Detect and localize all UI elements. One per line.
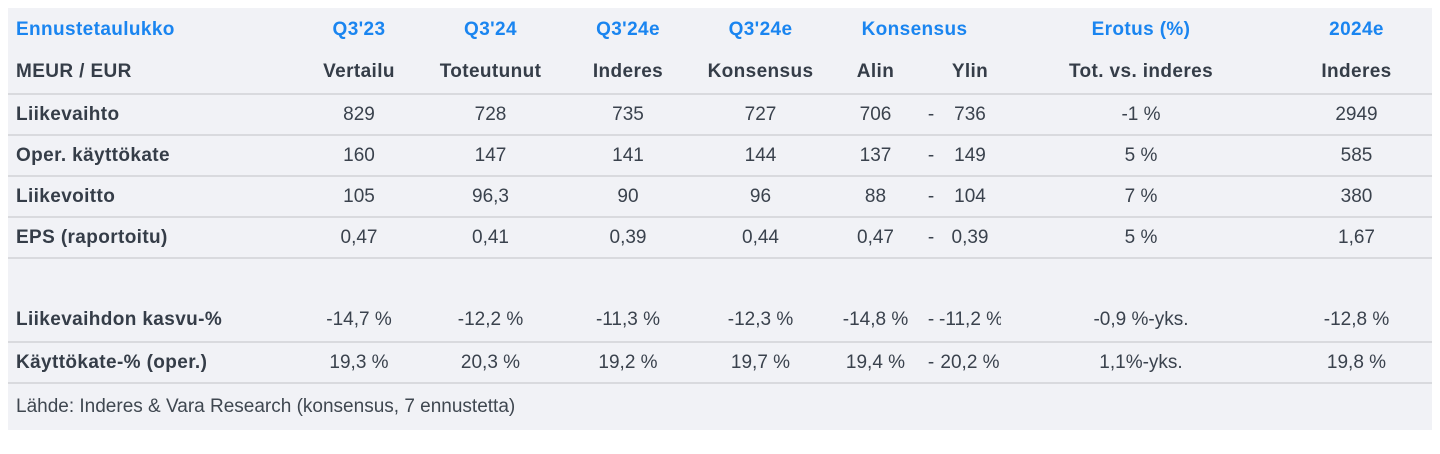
- col-header-tot-vs-inderes: Tot. vs. inderes: [1068, 61, 1214, 82]
- table-container: Ennustetaulukko Q3'23 Q3'24 Q3'24e Q3'24…: [8, 8, 1432, 430]
- cell-2024e: 1,67: [1281, 216, 1432, 258]
- col-group-erotus: Erotus (%): [1091, 18, 1191, 40]
- cell-inderes: 735: [563, 93, 693, 135]
- col-group-q324e-inderes: Q3'24e: [596, 18, 660, 40]
- source-row: Lähde: Inderes & Vara Research (konsensu…: [8, 382, 1432, 430]
- cell-vertailu: 160: [300, 134, 418, 176]
- header-sub-row: MEUR / EUR Vertailu Toteutunut Inderes K…: [8, 51, 1432, 94]
- col-header-inderes: Inderes: [592, 61, 664, 82]
- col-group-konsensus: Konsensus: [861, 18, 968, 40]
- cell-toteutunut: 147: [418, 134, 563, 176]
- cell-2024e: 380: [1281, 175, 1432, 217]
- cell-vertailu: 0,47: [300, 216, 418, 258]
- source-note: Lähde: Inderes & Vara Research (konsensu…: [8, 382, 1432, 430]
- col-header-alin: Alin: [856, 61, 895, 82]
- cell-inderes: -11,3 %: [595, 309, 661, 330]
- header-group-row: Ennustetaulukko Q3'23 Q3'24 Q3'24e Q3'24…: [8, 8, 1432, 51]
- cell-ylin: 736: [939, 93, 1001, 135]
- cell-konsensus: 727: [693, 93, 828, 135]
- cell-erotus: 5 %: [1001, 216, 1281, 258]
- spacer-cell: [8, 257, 1432, 299]
- cell-inderes: 141: [563, 134, 693, 176]
- row-label: Liikevaihto: [8, 93, 300, 135]
- range-dash: -: [923, 341, 939, 383]
- unit-label: MEUR / EUR: [16, 61, 132, 82]
- cell-ylin: -11,2 %: [939, 309, 1001, 330]
- cell-alin: 706: [828, 93, 923, 135]
- cell-konsensus: 19,7 %: [693, 341, 828, 383]
- cell-erotus: 5 %: [1001, 134, 1281, 176]
- cell-toteutunut: 96,3: [418, 175, 563, 217]
- cell-2024e: 19,8 %: [1281, 341, 1432, 383]
- cell-konsensus: 0,44: [693, 216, 828, 258]
- table-row-eps: EPS (raportoitu) 0,47 0,41 0,39 0,44 0,4…: [8, 216, 1432, 258]
- cell-2024e: -12,8 %: [1323, 309, 1390, 330]
- cell-toteutunut: 20,3 %: [418, 341, 563, 383]
- row-label: Liikevoitto: [8, 175, 300, 217]
- range-dash: -: [923, 93, 939, 135]
- table-row-kayttokate-pct: Käyttökate-% (oper.) 19,3 % 20,3 % 19,2 …: [8, 341, 1432, 383]
- cell-erotus: -1 %: [1001, 93, 1281, 135]
- cell-alin: -14,8 %: [842, 309, 909, 330]
- cell-ylin: 104: [939, 175, 1001, 217]
- cell-vertailu: 19,3 %: [300, 341, 418, 383]
- cell-ylin: 149: [939, 134, 1001, 176]
- range-dash: -: [923, 216, 939, 258]
- cell-alin: 88: [828, 175, 923, 217]
- cell-2024e: 585: [1281, 134, 1432, 176]
- cell-inderes: 19,2 %: [563, 341, 693, 383]
- range-dash: -: [923, 175, 939, 217]
- cell-ylin: 0,39: [939, 216, 1001, 258]
- table-row-liikevaihto: Liikevaihto 829 728 735 727 706 - 736 -1…: [8, 93, 1432, 135]
- cell-konsensus: 96: [693, 175, 828, 217]
- cell-toteutunut: 728: [418, 93, 563, 135]
- cell-inderes: 90: [563, 175, 693, 217]
- cell-vertailu: -14,7 %: [326, 309, 392, 330]
- cell-vertailu: 105: [300, 175, 418, 217]
- col-header-vertailu: Vertailu: [323, 61, 395, 82]
- table-row-liikevoitto: Liikevoitto 105 96,3 90 96 88 - 104 7 % …: [8, 175, 1432, 217]
- cell-toteutunut: 0,41: [418, 216, 563, 258]
- col-header-toteutunut: Toteutunut: [439, 61, 542, 82]
- col-group-q324e-konsensus: Q3'24e: [728, 18, 793, 40]
- table-row-oper-kayttokate: Oper. käyttökate 160 147 141 144 137 - 1…: [8, 134, 1432, 176]
- col-group-2024e: 2024e: [1329, 18, 1384, 40]
- range-dash-spacer: [923, 51, 939, 94]
- forecast-table: Ennustetaulukko Q3'23 Q3'24 Q3'24e Q3'24…: [8, 8, 1432, 430]
- cell-alin: 19,4 %: [828, 341, 923, 383]
- table-row-liikevaihdon-kasvu: Liikevaihdon kasvu-% -14,7 % -12,2 % -11…: [8, 299, 1432, 342]
- cell-erotus: 1,1%-yks.: [1001, 341, 1281, 383]
- cell-ylin: 20,2 %: [939, 341, 1001, 383]
- spacer-row: [8, 257, 1432, 299]
- table-title: Ennustetaulukko: [16, 18, 175, 40]
- cell-konsensus: 144: [693, 134, 828, 176]
- range-dash: -: [923, 134, 939, 176]
- col-header-inderes-2024e: Inderes: [1321, 61, 1392, 82]
- col-header-konsensus: Konsensus: [707, 61, 814, 82]
- cell-erotus: 7 %: [1001, 175, 1281, 217]
- row-label: Oper. käyttökate: [8, 134, 300, 176]
- cell-konsensus: -12,3 %: [727, 309, 794, 330]
- cell-erotus: -0,9 %-yks.: [1093, 309, 1189, 330]
- cell-vertailu: 829: [300, 93, 418, 135]
- cell-alin: 0,47: [828, 216, 923, 258]
- cell-inderes: 0,39: [563, 216, 693, 258]
- col-group-q323: Q3'23: [332, 18, 386, 40]
- col-header-ylin: Ylin: [951, 61, 989, 82]
- cell-2024e: 2949: [1281, 93, 1432, 135]
- col-group-q324: Q3'24: [464, 18, 517, 40]
- row-label: Käyttökate-% (oper.): [8, 341, 300, 383]
- row-label: EPS (raportoitu): [8, 216, 300, 258]
- cell-alin: 137: [828, 134, 923, 176]
- range-dash: -: [927, 309, 935, 330]
- cell-toteutunut: -12,2 %: [457, 309, 524, 330]
- row-label: Liikevaihdon kasvu-%: [16, 309, 223, 330]
